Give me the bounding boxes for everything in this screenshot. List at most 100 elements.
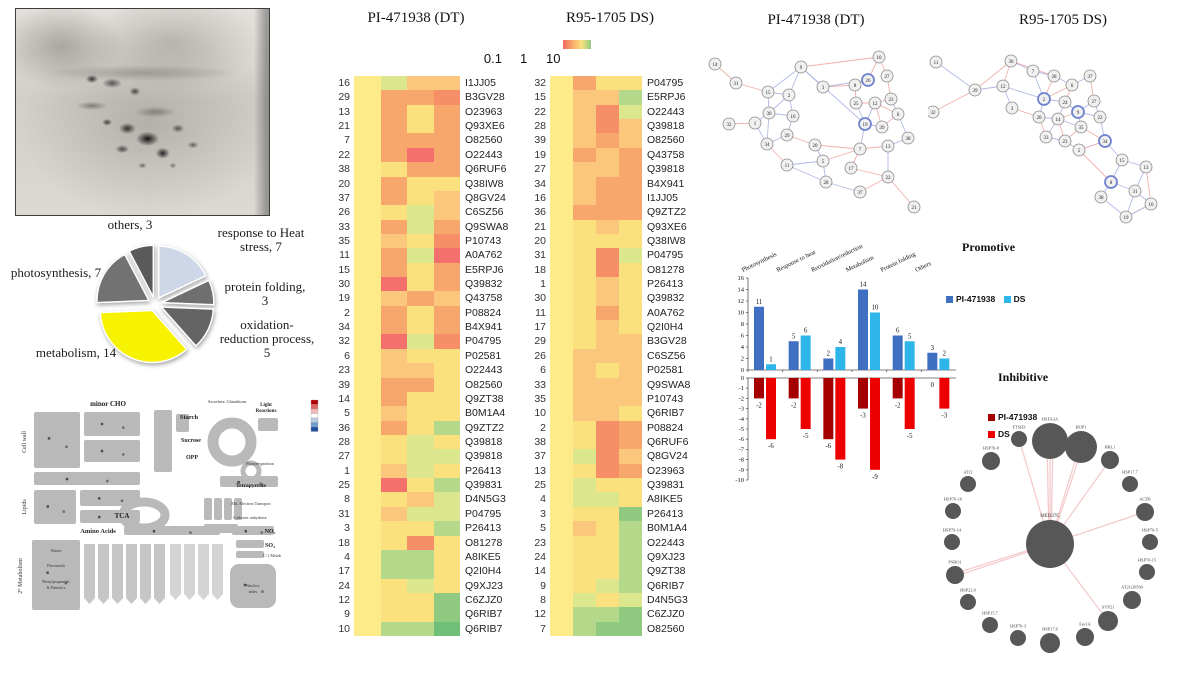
heatmap-row: 8 D4N5G3: [328, 492, 508, 507]
heatmap-cell: [550, 233, 573, 249]
network-node-number: 37: [858, 191, 864, 196]
heatmap-row-number: 26: [534, 349, 546, 362]
heatmap-cell: [407, 233, 434, 249]
heatmap-cell: [573, 205, 596, 220]
pathway-block: [34, 490, 76, 524]
heatmap-cell: [407, 564, 434, 579]
heatmap-cell: [619, 219, 642, 234]
network-node-number: 8: [854, 84, 857, 89]
network-node: [858, 117, 872, 131]
heatmap-cell: [354, 291, 381, 306]
heatmap-cell: [550, 334, 573, 349]
legend-swatch-pi471938-red: [988, 414, 995, 422]
heatmap-row: 35 P10743: [328, 233, 508, 249]
network-node-number: 5: [822, 160, 825, 165]
heatmap-row: 27 Q39818: [524, 162, 690, 177]
heatmap-cell: [596, 119, 619, 134]
protein-id: Q9ZTZ2: [647, 206, 687, 219]
heatmap-row: 11 A0A762: [524, 305, 690, 321]
bar-value-label: 10: [872, 305, 879, 312]
protein-id: P04795: [647, 249, 684, 262]
heatmap-cell: [354, 76, 381, 91]
protein-id: Q39831: [465, 479, 503, 492]
heatmap-cell: [433, 621, 460, 637]
protein-id: O82560: [647, 134, 685, 147]
network-node-number: 32: [727, 123, 733, 128]
network-node-number: 23: [1063, 140, 1069, 145]
pathway-dot: [259, 482, 262, 485]
promotive-tick-label: 14: [738, 287, 745, 294]
heatmap-cell: [354, 621, 381, 637]
network-edge: [814, 144, 861, 150]
protein-id: B0M1A4: [647, 522, 688, 535]
heatmap-row-number: 39: [534, 134, 546, 147]
protein-id: Q6RIB7: [647, 579, 685, 592]
heatmap-cell: [550, 506, 573, 522]
heatmap-cell: [433, 521, 460, 536]
heatmap-cell: [407, 133, 434, 148]
network-node-number: 34: [765, 143, 771, 148]
pathway-block: [154, 410, 172, 472]
heatmap-cell: [550, 262, 573, 278]
protein-id: E5RPJ6: [465, 263, 504, 276]
heatmap-cell: [380, 420, 407, 435]
heatmap-cell: [619, 492, 642, 507]
heatmap-cell: [380, 406, 407, 421]
heatmap-row: 20 Q38IW8: [524, 233, 690, 249]
heatmap-cell: [433, 449, 460, 464]
heatmap-row-number: 2: [344, 306, 350, 319]
heatmap-cell: [433, 277, 460, 292]
heatmap-row-number: 3: [344, 522, 350, 535]
heatmap-row-number: 20: [338, 177, 350, 190]
protein-id: A0A762: [465, 249, 503, 262]
heatmap-row: 25 Q39831: [524, 478, 690, 493]
pathway-label: SO₄: [265, 543, 275, 549]
pathway-scale-swatch: [310, 408, 319, 414]
pathway-dot: [64, 582, 68, 585]
heatmap-cell: [573, 535, 596, 550]
hub-node: [960, 476, 976, 492]
heatmap-row: 3 P26413: [328, 521, 508, 536]
heatmap-row: 39 O82560: [524, 133, 690, 148]
pathway-block: [124, 526, 220, 535]
network-node: [868, 96, 882, 110]
network-node-number: 22: [1098, 116, 1104, 121]
heatmap-row-number: 38: [338, 163, 350, 176]
network-node-number: 12: [873, 102, 879, 107]
heatmap-cell: [380, 578, 407, 593]
heatmap-row: 31 P04795: [328, 506, 508, 522]
heatmap-cell: [380, 463, 407, 479]
pathway-block: [230, 564, 276, 608]
heatmap-cell: [407, 219, 434, 234]
bar-value-label: -6: [826, 443, 832, 450]
heatmap-cell: [596, 147, 619, 163]
heatmap-cell: [354, 147, 381, 163]
network-edge: [974, 60, 1012, 91]
heatmap-cell: [407, 320, 434, 335]
legend-label-ds: DS: [1013, 294, 1026, 304]
heatmap-row: 21 Q93XE6: [524, 219, 690, 234]
heatmap-cell: [573, 262, 596, 278]
heatmap-cell: [433, 463, 460, 479]
hub-node: [946, 566, 964, 584]
heatmap-row-number: 33: [534, 378, 546, 391]
heatmap-cell: [354, 406, 381, 421]
heatmap-cell: [407, 305, 434, 321]
scale-label-min: 0.1: [483, 51, 502, 66]
heatmap-cell: [573, 133, 596, 148]
protein-id: Q39818: [647, 120, 685, 133]
heatmap-cell: [573, 176, 596, 191]
heatmap-row: 39 O82560: [328, 377, 508, 392]
protein-id: Q39818: [647, 163, 685, 176]
heatmap-row-number: 14: [534, 565, 546, 578]
network-node-number: 11: [934, 61, 939, 66]
protein-id: O82560: [465, 378, 503, 391]
protein-id: P04795: [647, 77, 684, 89]
heatmap-cell: [619, 621, 642, 637]
heatmap-cell: [380, 305, 407, 321]
network-node-number: 13: [886, 145, 892, 150]
heatmap-cell: [407, 104, 434, 120]
protein-id: B4X941: [647, 177, 685, 190]
hub-node-label: HSP15.7: [982, 611, 999, 616]
